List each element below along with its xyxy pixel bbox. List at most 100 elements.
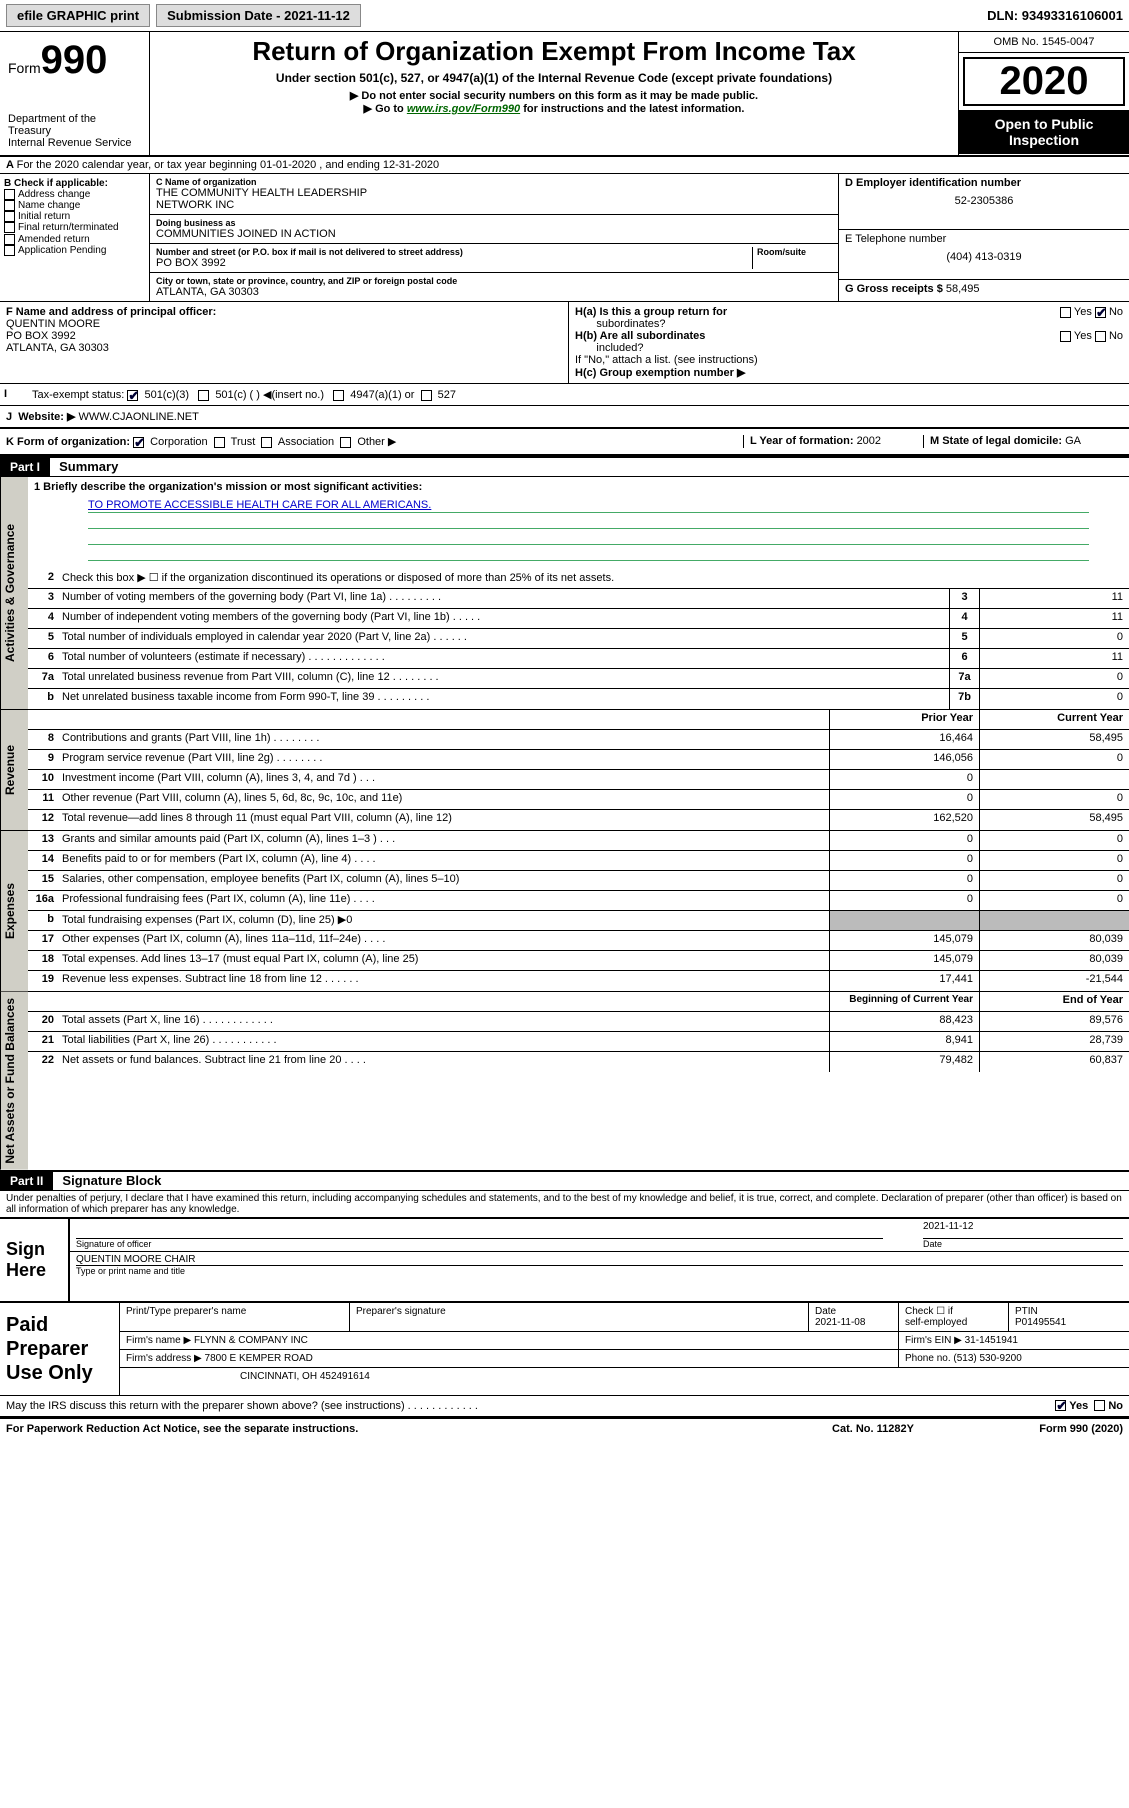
irs-label: Internal Revenue Service: [8, 137, 141, 149]
chk-501c3[interactable]: [127, 390, 138, 401]
mission-text: TO PROMOTE ACCESSIBLE HEALTH CARE FOR AL…: [88, 499, 1089, 513]
irs-link[interactable]: www.irs.gov/Form990: [407, 103, 520, 115]
chk-lbl: Amended return: [18, 234, 90, 245]
firm-name-label: Firm's name ▶: [126, 1335, 194, 1346]
paid-preparer-section: Paid Preparer Use Only Print/Type prepar…: [0, 1301, 1129, 1395]
firm-ein-label: Firm's EIN ▶: [905, 1335, 965, 1346]
chk-4947[interactable]: [333, 390, 344, 401]
dept-treasury: Department of the Treasury: [8, 113, 141, 137]
chk-assoc[interactable]: [261, 437, 272, 448]
chk-lbl: Final return/terminated: [18, 223, 119, 234]
self-emp-2: self-employed: [905, 1317, 967, 1328]
data-line: 17Other expenses (Part IX, column (A), l…: [28, 931, 1129, 951]
chk-other[interactable]: [340, 437, 351, 448]
dba-label: Doing business as: [156, 218, 832, 228]
checkbox-amended-return[interactable]: Amended return: [4, 234, 145, 245]
ha-yes[interactable]: Yes: [1074, 306, 1092, 318]
current-year-value: 0: [979, 891, 1129, 910]
mission-label: 1 Briefly describe the organization's mi…: [28, 477, 1129, 497]
ha-2: subordinates?: [596, 318, 665, 330]
firm-phone-label: Phone no.: [905, 1353, 953, 1364]
line-box: 7b: [949, 689, 979, 709]
tel-label: E Telephone number: [845, 233, 1123, 245]
data-line: 10Investment income (Part VIII, column (…: [28, 770, 1129, 790]
line-num: 15: [28, 871, 58, 890]
line-text: Net assets or fund balances. Subtract li…: [58, 1052, 829, 1072]
line-text: Contributions and grants (Part VIII, lin…: [58, 730, 829, 749]
current-year-value: [979, 911, 1129, 930]
vtab-expenses: Expenses: [0, 831, 28, 991]
subtitle-3: ▶ Go to www.irs.gov/Form990 for instruct…: [162, 102, 946, 115]
penalties-text: Under penalties of perjury, I declare th…: [0, 1191, 1129, 1217]
line-num: 5: [28, 629, 58, 648]
self-emp-1: Check ☐ if: [905, 1306, 953, 1317]
goto-pre: ▶ Go to: [364, 103, 407, 115]
checkbox-initial-return[interactable]: Initial return: [4, 211, 145, 222]
signature-line[interactable]: [76, 1221, 883, 1239]
blank: [28, 992, 58, 1011]
line-num: 12: [28, 810, 58, 830]
end-year-head: End of Year: [979, 992, 1129, 1011]
i-letter: I: [0, 384, 28, 405]
checkbox-final-return[interactable]: Final return/terminated: [4, 222, 145, 233]
open-line2: Inspection: [963, 132, 1125, 148]
discuss-yes-chk[interactable]: [1055, 1400, 1066, 1411]
hb-yes[interactable]: Yes: [1074, 330, 1092, 342]
blank: [58, 992, 829, 1011]
row-f-h: F Name and address of principal officer:…: [0, 302, 1129, 384]
m-label: M State of legal domicile:: [930, 435, 1065, 447]
chk-501c[interactable]: [198, 390, 209, 401]
line-text: Number of independent voting members of …: [58, 609, 949, 628]
current-year-value: 0: [979, 750, 1129, 769]
line-text: Program service revenue (Part VIII, line…: [58, 750, 829, 769]
opt-assoc: Association: [278, 436, 334, 448]
line-num: 11: [28, 790, 58, 809]
line-text: Total liabilities (Part X, line 26) . . …: [58, 1032, 829, 1051]
firm-phone: (513) 530-9200: [953, 1353, 1021, 1364]
part2-title: Signature Block: [56, 1173, 161, 1188]
line-box: 3: [949, 589, 979, 608]
chk-527[interactable]: [421, 390, 432, 401]
chk-trust[interactable]: [214, 437, 225, 448]
chk-corp[interactable]: [133, 437, 144, 448]
open-line1: Open to Public: [963, 116, 1125, 132]
dln: DLN: 93493316106001: [987, 8, 1123, 23]
line-num: 19: [28, 971, 58, 991]
ha-no[interactable]: No: [1109, 306, 1123, 318]
discuss-question: May the IRS discuss this return with the…: [6, 1400, 1055, 1412]
current-year-value: 80,039: [979, 951, 1129, 970]
efile-graphic-print[interactable]: efile GRAPHIC print: [6, 4, 150, 27]
prior-year-value: 0: [829, 871, 979, 890]
prior-year-value: 0: [829, 770, 979, 789]
tel-value: (404) 413-0319: [845, 251, 1123, 263]
discuss-no-chk[interactable]: [1094, 1400, 1105, 1411]
line-num: 17: [28, 931, 58, 950]
checkbox-name-change[interactable]: Name change: [4, 200, 145, 211]
gross-label: G Gross receipts $: [845, 283, 946, 295]
checkbox-address-change[interactable]: Address change: [4, 189, 145, 200]
checkbox-application-pending[interactable]: Application Pending: [4, 245, 145, 256]
line-num: 7a: [28, 669, 58, 688]
officer-name: QUENTIN MOORE: [6, 318, 562, 330]
org-name-label: C Name of organization: [156, 177, 832, 187]
data-line: bTotal fundraising expenses (Part IX, co…: [28, 911, 1129, 931]
prep-date: 2021-11-08: [815, 1317, 865, 1328]
form-header: Form990 Department of the Treasury Inter…: [0, 32, 1129, 157]
data-line: 16aProfessional fundraising fees (Part I…: [28, 891, 1129, 911]
line-num: 10: [28, 770, 58, 789]
opt-527: 527: [438, 389, 456, 401]
prior-year-value: 145,079: [829, 951, 979, 970]
line-text: Total expenses. Add lines 13–17 (must eq…: [58, 951, 829, 970]
current-year-value: 58,495: [979, 730, 1129, 749]
hb-1: H(b) Are all subordinates: [575, 330, 705, 342]
hb-no[interactable]: No: [1109, 330, 1123, 342]
opt-4947: 4947(a)(1) or: [350, 389, 414, 401]
line-num: 4: [28, 609, 58, 628]
prior-year-value: 0: [829, 831, 979, 850]
submission-date-button[interactable]: Submission Date - 2021-11-12: [156, 4, 361, 27]
current-year-value: 0: [979, 831, 1129, 850]
h-section: H(a) Is this a group return for Yes No s…: [569, 302, 1129, 383]
firm-addr-label: Firm's address ▶: [126, 1353, 205, 1364]
revenue-block: Revenue Prior Year Current Year 8Contrib…: [0, 710, 1129, 831]
beg-year-head: Beginning of Current Year: [829, 992, 979, 1011]
